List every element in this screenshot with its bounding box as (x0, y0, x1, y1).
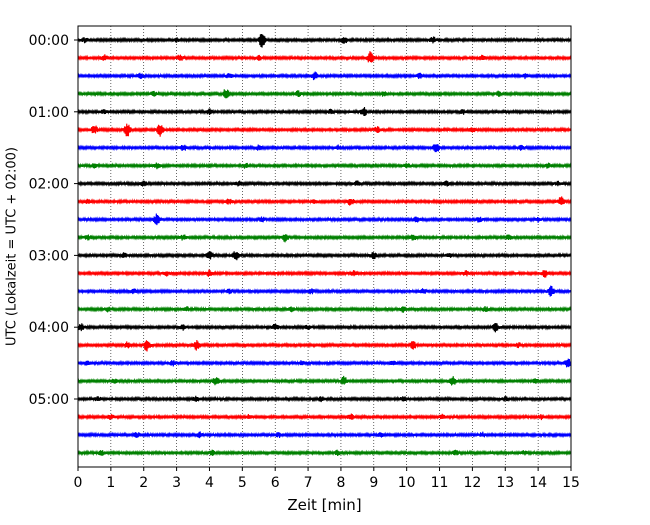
trace-row (77, 358, 572, 368)
trace-row (77, 162, 572, 170)
trace-row (77, 34, 572, 48)
trace-row (77, 375, 572, 386)
trace-layer (77, 34, 572, 457)
x-tick-label: 10 (398, 475, 416, 491)
trace-row (77, 269, 572, 278)
trace-row (77, 51, 572, 63)
trace-row (77, 71, 572, 81)
trace-row (77, 431, 572, 439)
x-tick-label: 0 (74, 475, 83, 491)
trace-row (77, 395, 572, 403)
trace-row (77, 340, 572, 352)
y-tick-label: 00:00 (29, 33, 69, 49)
x-tick-label: 14 (529, 475, 547, 491)
x-tick-label: 1 (106, 475, 115, 491)
y-tick-label: 03:00 (29, 248, 69, 264)
trace-row (77, 234, 572, 243)
x-tick-label: 3 (172, 475, 181, 491)
trace-row (77, 449, 572, 457)
trace-row (77, 107, 572, 117)
trace-row (77, 251, 572, 261)
trace-row (77, 413, 572, 421)
x-axis-ticks: 0 1 2 3 4 5 6 7 8 9 10 11 12 13 14 15 (74, 467, 580, 491)
x-tick-label: 13 (496, 475, 514, 491)
trace-row (77, 213, 572, 226)
trace-row (77, 144, 572, 153)
x-tick-label: 4 (205, 475, 214, 491)
trace-row (77, 323, 572, 333)
x-tick-label: 9 (369, 475, 378, 491)
trace-row (77, 180, 572, 187)
x-tick-label: 7 (304, 475, 313, 491)
x-tick-label: 15 (562, 475, 580, 491)
x-tick-label: 2 (139, 475, 148, 491)
y-tick-label: 02:00 (29, 177, 69, 193)
x-tick-label: 11 (431, 475, 449, 491)
plot-frame (77, 25, 572, 468)
x-tick-label: 5 (238, 475, 247, 491)
trace-row (77, 285, 572, 297)
x-tick-label: 8 (336, 475, 345, 491)
trace-row (77, 196, 572, 206)
y-tick-label: 05:00 (29, 392, 69, 408)
x-axis-label: Zeit [min] (287, 496, 361, 514)
trace-row (77, 305, 572, 313)
trace-row (77, 89, 572, 99)
y-axis-ticks: 00:00 01:00 02:00 03:00 04:00 05:00 (29, 33, 78, 408)
y-tick-label: 01:00 (29, 105, 69, 121)
x-tick-label: 12 (463, 475, 481, 491)
y-tick-label: 04:00 (29, 320, 69, 336)
trace-row (77, 123, 572, 137)
y-axis-label: UTC (Lokalzeit = UTC + 02:00) (5, 147, 20, 346)
x-tick-label: 6 (271, 475, 280, 491)
